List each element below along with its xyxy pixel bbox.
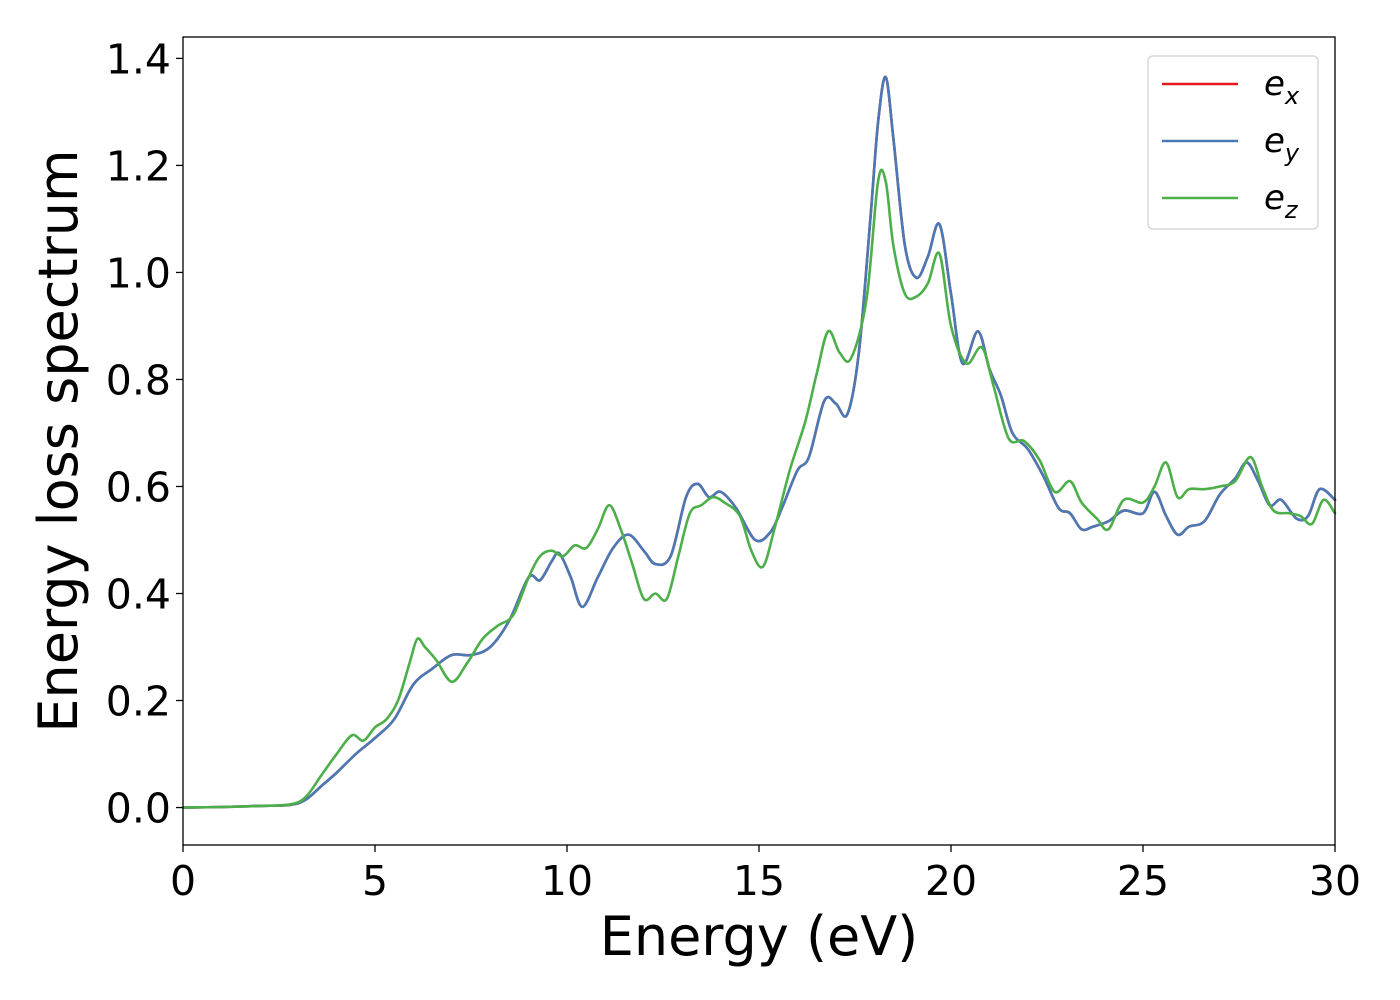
series-line-e-z bbox=[181, 168, 1337, 809]
y-tick-label: 1.2 bbox=[106, 142, 171, 190]
y-tick-label: 0.6 bbox=[106, 463, 171, 511]
y-tick-label: 0.2 bbox=[106, 678, 171, 726]
x-tick-label: 25 bbox=[1117, 857, 1169, 905]
x-tick-label: 20 bbox=[925, 857, 977, 905]
legend-box bbox=[1147, 55, 1319, 230]
x-tick-label: 0 bbox=[170, 857, 196, 905]
y-tick-label: 1.4 bbox=[106, 35, 171, 83]
x-tick-label: 30 bbox=[1309, 857, 1361, 905]
y-tick-label: 1.0 bbox=[106, 249, 171, 297]
y-axis-ticks: 0.0 0.2 0.4 0.6 0.8 1.0 1.2 1.4 bbox=[106, 35, 183, 833]
legend-label-e-y: ey bbox=[1264, 121, 1300, 167]
x-axis-ticks: 0 5 10 15 20 25 30 bbox=[170, 845, 1361, 905]
y-tick-label: 0.8 bbox=[106, 356, 171, 404]
y-tick-label: 0.4 bbox=[106, 571, 171, 619]
x-tick-label: 5 bbox=[362, 857, 388, 905]
y-axis-label: Energy loss spectrum bbox=[27, 149, 90, 732]
series-line-e-y bbox=[181, 75, 1337, 809]
y-tick-label: 0.0 bbox=[106, 785, 171, 833]
plot-background bbox=[183, 37, 1335, 845]
series-layer bbox=[181, 75, 1337, 809]
x-tick-label: 10 bbox=[541, 857, 593, 905]
x-axis-label: Energy (eV) bbox=[600, 905, 919, 968]
x-tick-label: 15 bbox=[733, 857, 785, 905]
